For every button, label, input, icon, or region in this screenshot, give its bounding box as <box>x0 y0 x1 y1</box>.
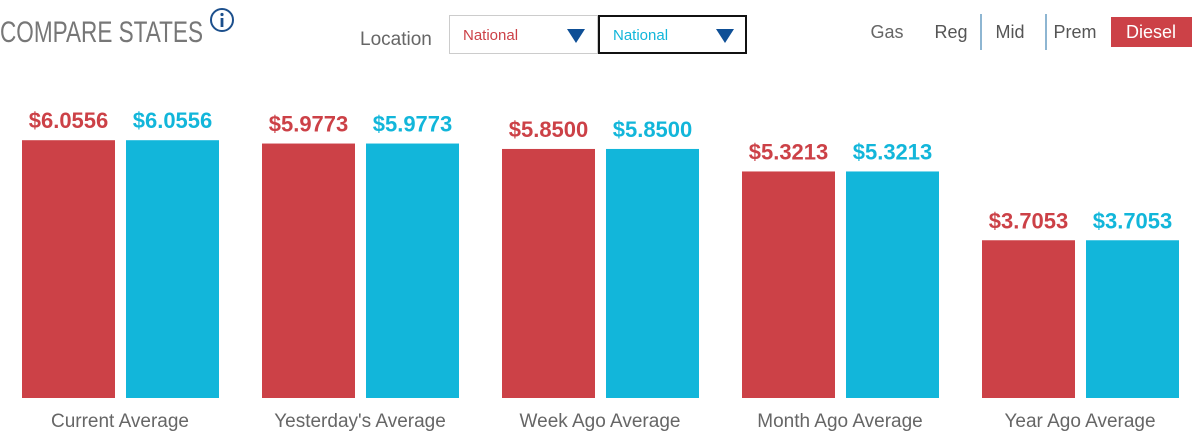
tab-active-bg <box>1111 17 1192 47</box>
value-label: $6.0556 <box>29 108 109 133</box>
select-value: National <box>613 27 668 44</box>
fuel-label: Gas <box>870 22 903 42</box>
value-label: $5.8500 <box>613 117 693 142</box>
value-label: $5.9773 <box>373 112 453 137</box>
location-select[interactable]: National <box>598 15 747 54</box>
grade-tab[interactable]: Diesel <box>1126 22 1176 42</box>
category-label: Year Ago Average <box>1004 411 1155 432</box>
bar <box>742 171 835 398</box>
location-label: Location <box>360 29 432 50</box>
grade-tab[interactable]: Prem <box>1053 22 1096 42</box>
select-value: National <box>463 27 518 44</box>
value-label: $3.7053 <box>1093 208 1173 233</box>
bar <box>366 143 459 398</box>
location-select[interactable]: National <box>449 15 598 54</box>
category-label: Month Ago Average <box>757 411 923 432</box>
value-label: $3.7053 <box>989 208 1069 233</box>
bar <box>846 171 939 398</box>
value-label: $5.3213 <box>853 139 933 164</box>
title: COMPARE STATES <box>0 16 203 49</box>
value-label: $5.8500 <box>509 117 589 142</box>
info-icon[interactable] <box>210 8 234 32</box>
bar <box>22 140 115 398</box>
bar <box>1086 240 1179 398</box>
value-label: $6.0556 <box>133 108 213 133</box>
grade-tab[interactable]: Reg <box>934 22 967 42</box>
bar <box>126 140 219 398</box>
bar <box>982 240 1075 398</box>
bar <box>606 148 699 398</box>
category-label: Current Average <box>51 411 189 432</box>
bar <box>502 148 595 398</box>
bar <box>262 143 355 398</box>
category-label: Yesterday's Average <box>274 411 446 432</box>
category-label: Week Ago Average <box>520 411 681 432</box>
value-label: $5.3213 <box>749 139 829 164</box>
value-label: $5.9773 <box>269 112 349 137</box>
grade-tab[interactable]: Mid <box>995 22 1024 42</box>
